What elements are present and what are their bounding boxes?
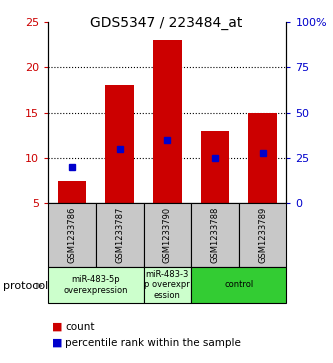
Bar: [248, 113, 277, 203]
Text: GSM1233789: GSM1233789: [258, 207, 267, 263]
Bar: [201, 131, 229, 203]
Bar: [48, 203, 96, 267]
Text: ■: ■: [52, 322, 62, 332]
Text: GSM1233787: GSM1233787: [115, 207, 124, 263]
Bar: [48, 267, 144, 303]
Text: protocol: protocol: [3, 281, 49, 291]
Bar: [96, 203, 144, 267]
Bar: [153, 40, 181, 203]
Text: control: control: [224, 281, 253, 289]
Bar: [58, 180, 86, 203]
Text: count: count: [65, 322, 95, 332]
Bar: [239, 203, 286, 267]
Text: GDS5347 / 223484_at: GDS5347 / 223484_at: [90, 16, 243, 30]
Text: GSM1233786: GSM1233786: [68, 207, 77, 263]
Bar: [191, 203, 239, 267]
Text: percentile rank within the sample: percentile rank within the sample: [65, 338, 241, 348]
Bar: [106, 85, 134, 203]
Bar: [144, 203, 191, 267]
Text: miR-483-5p
overexpression: miR-483-5p overexpression: [64, 275, 128, 295]
Bar: [191, 267, 286, 303]
Bar: [144, 267, 191, 303]
Text: GSM1233788: GSM1233788: [210, 207, 219, 263]
Text: miR-483-3
p overexpr
ession: miR-483-3 p overexpr ession: [145, 270, 190, 300]
Text: GSM1233790: GSM1233790: [163, 207, 172, 263]
Text: ■: ■: [52, 338, 62, 348]
